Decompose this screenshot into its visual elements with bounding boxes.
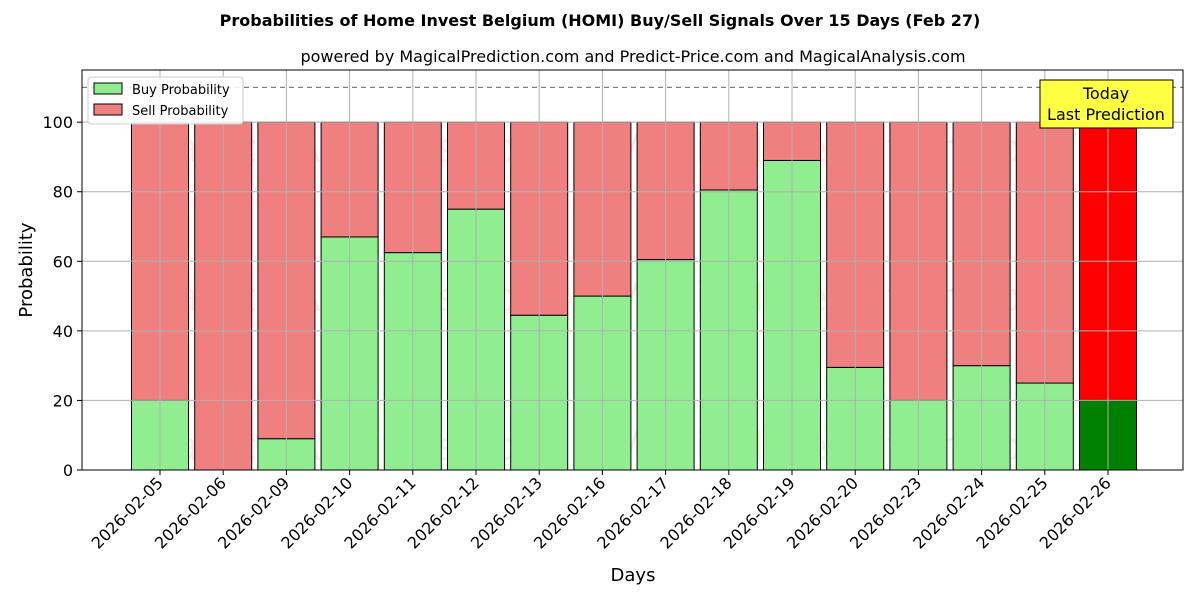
plot-area: MagicalAnalysis.comMagicalPrediction.com… <box>42 69 1184 553</box>
y-tick-label: 80 <box>53 183 73 202</box>
legend: Buy Probability Sell Probability <box>87 76 244 125</box>
chart-title: Probabilities of Home Invest Belgium (HO… <box>220 11 981 30</box>
legend-label-sell: Sell Probability <box>132 104 229 119</box>
annotation-line2: Last Prediction <box>1047 105 1165 124</box>
y-tick-label: 100 <box>42 113 73 132</box>
legend-box <box>87 76 244 125</box>
legend-swatch-buy <box>93 82 123 95</box>
y-tick-label: 40 <box>53 322 73 341</box>
annotation-box <box>1039 79 1174 129</box>
today-annotation: Today Last Prediction <box>1039 79 1174 129</box>
chart-subtitle: powered by MagicalPrediction.com and Pre… <box>300 47 965 66</box>
plot-frame <box>81 69 1184 471</box>
legend-label-buy: Buy Probability <box>132 83 230 98</box>
legend-swatch-sell <box>93 103 123 116</box>
x-axis-label: Days <box>611 565 656 586</box>
y-tick-label: 20 <box>53 391 73 410</box>
y-tick-label: 0 <box>63 461 73 480</box>
annotation-line1: Today <box>1082 84 1129 103</box>
y-tick-label: 60 <box>53 252 73 271</box>
y-axis-label: Probability <box>16 222 37 317</box>
